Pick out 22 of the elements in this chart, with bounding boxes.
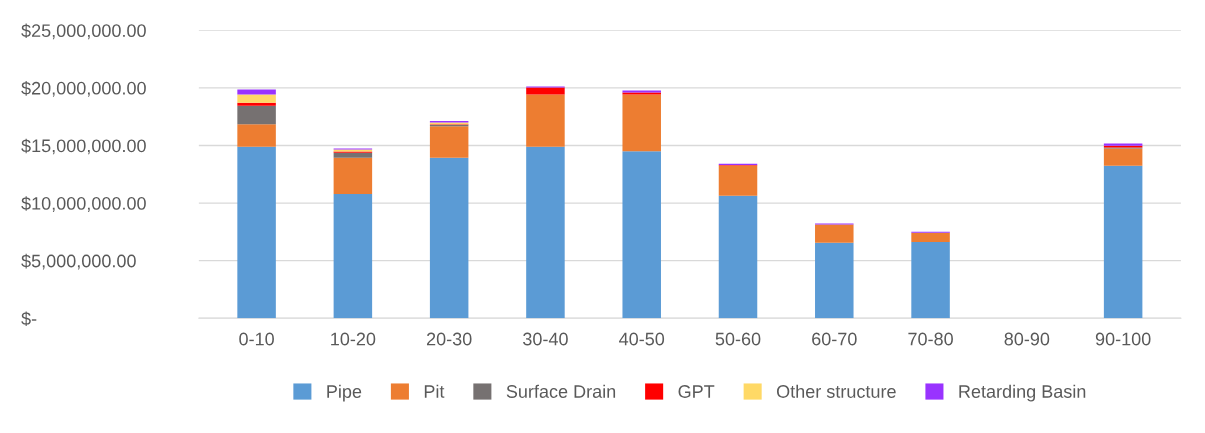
x-tick-label: 50-60 [715,332,761,346]
x-tick-label: 90-100 [1095,332,1151,346]
x-tick-label: 30-40 [523,332,568,346]
x-tick-label: 40-50 [619,332,665,346]
legend-label: Pipe [327,384,362,402]
y-tick-label: $15,000,000.00 [21,138,146,155]
y-tick-label: $5,000,000.00 [21,253,136,270]
y-tick-label: $10,000,000.00 [21,196,146,212]
legend-label: Surface Drain [506,384,616,398]
x-tick-label: 10-20 [331,332,376,346]
x-tick-label: 80-90 [1004,332,1050,346]
legend-label: GPT [678,385,715,398]
legend-label: Other structure [776,384,896,398]
x-tick-label: 70-80 [908,332,953,346]
x-tick-label: 60-70 [812,332,857,346]
y-tick-label: $20,000,000.00 [21,81,146,97]
x-tick-label: 0-10 [239,332,274,346]
y-tick-label: $- [21,311,37,327]
x-tick-label: 20-30 [426,332,472,346]
y-tick-label: $25,000,000.00 [21,23,146,40]
legend-label: Pit [424,384,445,398]
legend-label: Retarding Basin [959,384,1086,402]
